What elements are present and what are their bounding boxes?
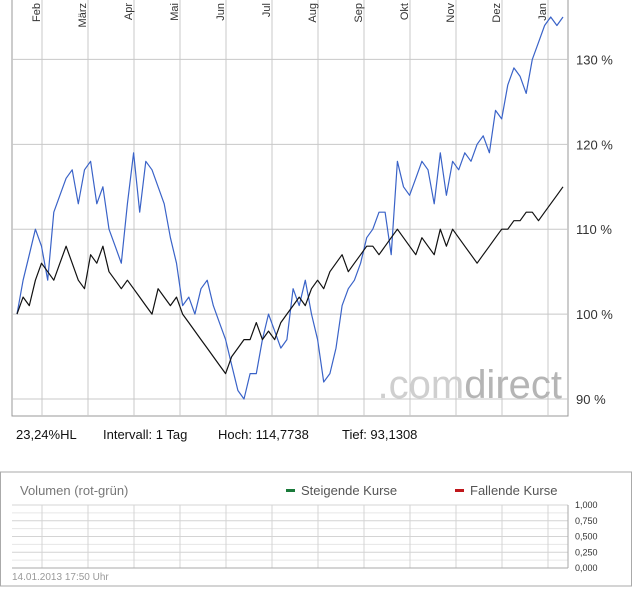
performance-label: 23,24%HL [16,427,77,442]
series-line-2 [16,186,564,375]
volume-tick-label: 0,750 [575,516,598,526]
x-tick-label: Mai [169,3,181,21]
watermark-logo: .comdirect [378,363,563,407]
volume-tick-label: 1,000 [575,500,598,510]
legend-falling: Fallende Kurse [455,483,557,498]
volume-tick-label: 0,000 [575,563,598,573]
volume-title: Volumen (rot-grün) [20,483,129,498]
x-tick-label: März [77,3,89,27]
watermark-com: .com [378,363,465,407]
legend-rising-swatch [286,489,295,493]
y-tick-label: 130 % [576,52,613,67]
timestamp: 14.01.2013 17:50 Uhr [12,572,109,583]
plot-frame [11,0,569,417]
watermark-direct: direct [464,363,562,407]
series-layer [16,16,564,400]
series-line-1 [16,16,564,400]
interval-label: Intervall: 1 Tag [103,427,188,442]
x-tick-label: Jan [537,3,549,21]
x-tick-label: Apr [123,3,135,20]
volume-tick-label: 0,500 [575,532,598,542]
y-tick-label: 110 % [576,222,612,237]
low-label: Tief: 93,1308 [342,427,418,442]
x-tick-label: Sep [353,3,365,23]
x-tick-label: Feb [31,3,43,22]
high-label: Hoch: 114,7738 [218,427,309,442]
x-tick-labels: Feb März Apr Mai Jun Jul Aug Sep Okt Nov Dez Jan [31,3,549,28]
x-tick-label: Nov [445,3,457,23]
volume-tick-labels: 1,000 0,750 0,500 0,250 0,000 [575,500,598,573]
legend-falling-swatch [455,489,464,493]
legend-rising: Steigende Kurse [286,483,397,498]
y-tick-label: 100 % [576,307,613,322]
y-tick-label: 90 % [576,392,606,407]
x-tick-label: Aug [307,3,319,23]
x-tick-label: Okt [399,3,411,20]
x-tick-label: Dez [491,3,503,23]
x-tick-label: Jun [215,3,227,21]
y-tick-label: 120 % [576,137,613,152]
y-tick-labels: 130 % 120 % 110 % 100 % 90 % [576,52,613,407]
volume-tick-label: 0,250 [575,547,598,557]
legend-falling-label: Fallende Kurse [470,483,558,498]
x-tick-label: Jul [261,3,273,17]
legend-rising-label: Steigende Kurse [301,483,398,498]
main-grid [11,0,569,417]
